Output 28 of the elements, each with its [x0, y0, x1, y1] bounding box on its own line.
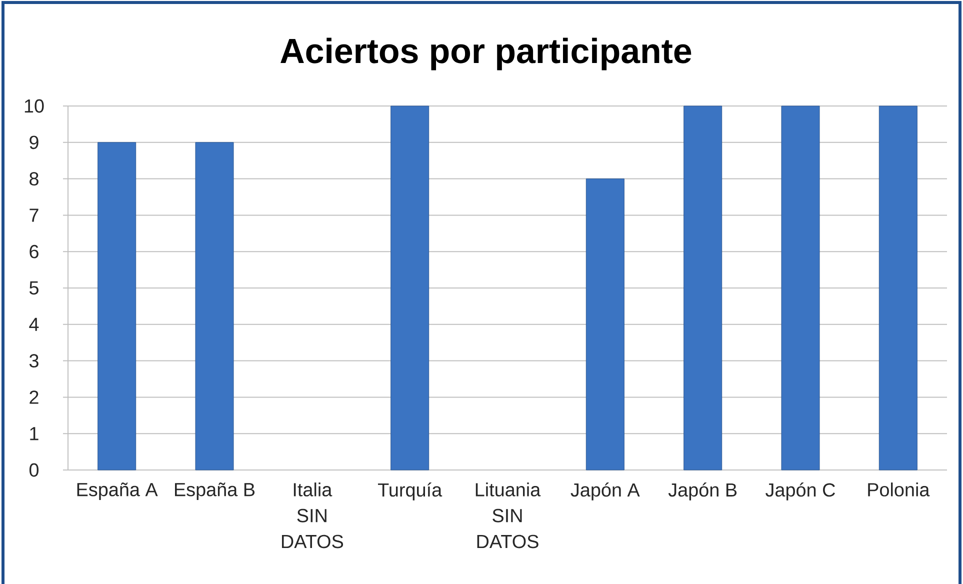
y-tick-label: 8: [30, 172, 38, 186]
x-tick-label: España B: [175, 482, 255, 500]
bar: [878, 106, 918, 470]
x-tick-label: Japón A: [570, 482, 640, 500]
bar: [586, 178, 624, 470]
x-tick-label: España A: [77, 482, 158, 500]
x-tick-label: Japón B: [668, 482, 737, 500]
y-tick-label: 9: [30, 136, 38, 150]
y-tick-label: 0: [29, 463, 39, 477]
bar: [98, 142, 136, 470]
y-tick-label: 2: [30, 390, 38, 404]
y-tick-label: 3: [29, 354, 38, 368]
bar: [781, 106, 820, 470]
bar: [390, 106, 430, 470]
x-tick-label: Polonia: [868, 482, 930, 496]
y-tick-label: 5: [29, 281, 38, 295]
bar: [684, 106, 722, 470]
x-tick-label: Lituania SIN DATOS: [476, 482, 541, 548]
y-tick-label: 4: [29, 318, 39, 331]
y-tick-label: 6: [30, 244, 38, 258]
y-tick-label: 7: [30, 208, 38, 222]
bar: [195, 142, 234, 470]
y-tick-label: 1: [30, 427, 38, 440]
x-tick-label: Japón C: [766, 482, 835, 500]
chart-title: Aciertos por participante: [280, 38, 692, 70]
y-tick-label: 10: [24, 99, 44, 113]
x-tick-label: Turquía: [378, 482, 442, 500]
x-tick-label: Italia SIN DATOS: [282, 482, 344, 548]
